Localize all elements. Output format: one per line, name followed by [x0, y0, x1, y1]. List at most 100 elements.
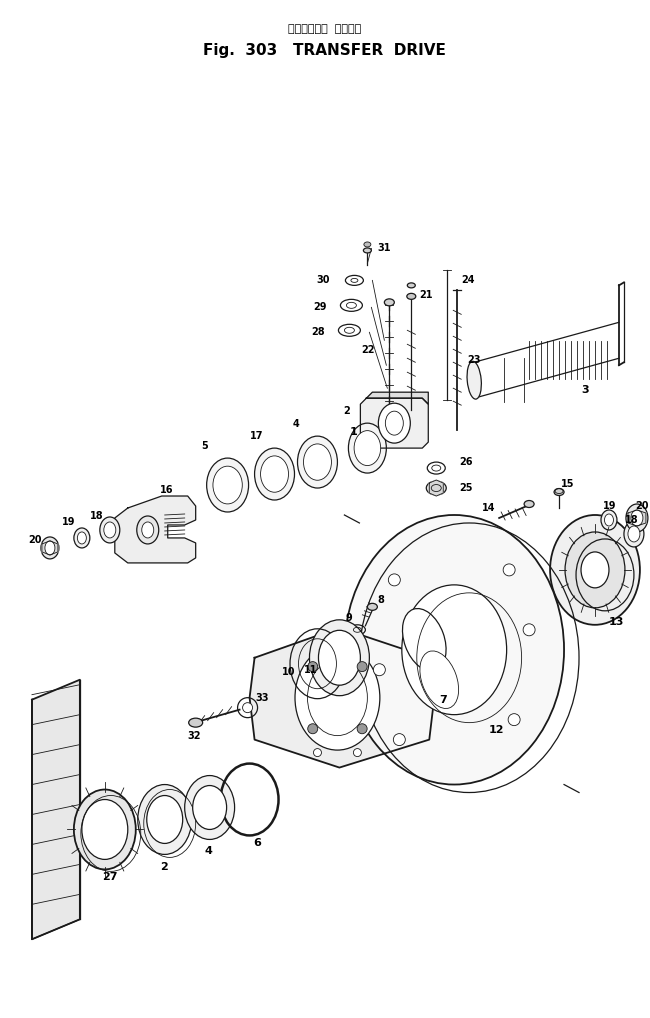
- Text: 21: 21: [419, 290, 433, 300]
- Ellipse shape: [45, 541, 55, 555]
- Text: 12: 12: [489, 725, 504, 735]
- Circle shape: [357, 662, 367, 672]
- Ellipse shape: [631, 510, 643, 526]
- Text: 27: 27: [102, 872, 118, 883]
- Text: 17: 17: [250, 431, 263, 441]
- Circle shape: [388, 574, 400, 586]
- Text: 3: 3: [581, 385, 589, 395]
- Ellipse shape: [348, 423, 386, 473]
- Text: 29: 29: [313, 302, 326, 313]
- Text: 2: 2: [343, 406, 350, 416]
- Ellipse shape: [426, 482, 447, 495]
- Circle shape: [523, 624, 535, 636]
- Ellipse shape: [142, 522, 154, 538]
- Text: 18: 18: [90, 511, 103, 521]
- Text: Fig.  303   TRANSFER  DRIVE: Fig. 303 TRANSFER DRIVE: [203, 44, 446, 58]
- Ellipse shape: [100, 517, 120, 543]
- Ellipse shape: [364, 242, 371, 247]
- Text: 8: 8: [378, 595, 384, 605]
- Ellipse shape: [354, 431, 381, 465]
- Ellipse shape: [261, 456, 289, 493]
- Ellipse shape: [74, 790, 136, 869]
- Ellipse shape: [207, 458, 248, 512]
- Text: 20: 20: [28, 534, 42, 545]
- Ellipse shape: [213, 466, 242, 504]
- Text: 1: 1: [350, 428, 357, 437]
- Ellipse shape: [385, 411, 403, 435]
- Text: 13: 13: [609, 617, 625, 627]
- Text: 11: 11: [304, 665, 317, 675]
- Ellipse shape: [138, 785, 192, 854]
- Ellipse shape: [344, 515, 564, 785]
- Ellipse shape: [408, 283, 415, 288]
- Ellipse shape: [188, 718, 203, 727]
- Ellipse shape: [298, 436, 337, 488]
- Ellipse shape: [565, 532, 625, 608]
- Text: 10: 10: [281, 667, 295, 677]
- Circle shape: [357, 724, 367, 734]
- Ellipse shape: [295, 645, 380, 750]
- Ellipse shape: [255, 448, 294, 500]
- Ellipse shape: [554, 489, 564, 496]
- Ellipse shape: [185, 776, 235, 840]
- Ellipse shape: [467, 361, 482, 399]
- Polygon shape: [429, 480, 443, 496]
- Text: 26: 26: [460, 457, 473, 467]
- Text: 4: 4: [292, 419, 299, 430]
- Ellipse shape: [74, 528, 90, 548]
- Ellipse shape: [581, 552, 609, 587]
- Ellipse shape: [309, 620, 369, 695]
- Ellipse shape: [41, 536, 59, 559]
- Text: 14: 14: [482, 503, 495, 513]
- Ellipse shape: [550, 515, 640, 625]
- Ellipse shape: [628, 526, 640, 542]
- Polygon shape: [42, 541, 58, 555]
- Circle shape: [508, 714, 520, 726]
- Text: 16: 16: [160, 485, 174, 495]
- Circle shape: [242, 702, 253, 713]
- Circle shape: [393, 734, 406, 745]
- Ellipse shape: [604, 514, 614, 526]
- Ellipse shape: [601, 510, 617, 530]
- Circle shape: [313, 748, 322, 756]
- Ellipse shape: [104, 522, 116, 538]
- Text: 32: 32: [188, 731, 202, 741]
- Text: 28: 28: [311, 328, 324, 337]
- Ellipse shape: [318, 630, 360, 685]
- Text: 15: 15: [561, 479, 575, 489]
- Ellipse shape: [420, 651, 459, 709]
- Text: 31: 31: [378, 243, 391, 253]
- Ellipse shape: [524, 501, 534, 508]
- Polygon shape: [250, 628, 434, 768]
- Text: 5: 5: [202, 441, 209, 451]
- Text: 18: 18: [625, 515, 638, 525]
- Text: 7: 7: [439, 694, 447, 704]
- Ellipse shape: [624, 521, 644, 547]
- Circle shape: [373, 664, 385, 676]
- Ellipse shape: [402, 585, 506, 715]
- Text: 33: 33: [255, 692, 269, 702]
- Text: 30: 30: [316, 276, 330, 285]
- Text: 23: 23: [467, 355, 481, 365]
- Ellipse shape: [384, 299, 395, 305]
- Text: 19: 19: [62, 517, 75, 527]
- Ellipse shape: [82, 799, 128, 859]
- Polygon shape: [628, 510, 646, 526]
- Circle shape: [307, 662, 318, 672]
- Ellipse shape: [407, 293, 416, 299]
- Text: 20: 20: [635, 501, 649, 511]
- Ellipse shape: [147, 795, 183, 844]
- Text: 9: 9: [345, 613, 352, 623]
- Text: 19: 19: [603, 501, 616, 511]
- Ellipse shape: [136, 516, 159, 544]
- Text: 25: 25: [460, 483, 473, 493]
- Ellipse shape: [304, 444, 332, 480]
- Text: 22: 22: [361, 345, 374, 355]
- Circle shape: [503, 564, 515, 576]
- Circle shape: [307, 724, 318, 734]
- Ellipse shape: [192, 786, 227, 830]
- Polygon shape: [367, 392, 428, 404]
- Ellipse shape: [378, 403, 410, 443]
- Polygon shape: [32, 680, 80, 940]
- Text: 6: 6: [254, 839, 261, 848]
